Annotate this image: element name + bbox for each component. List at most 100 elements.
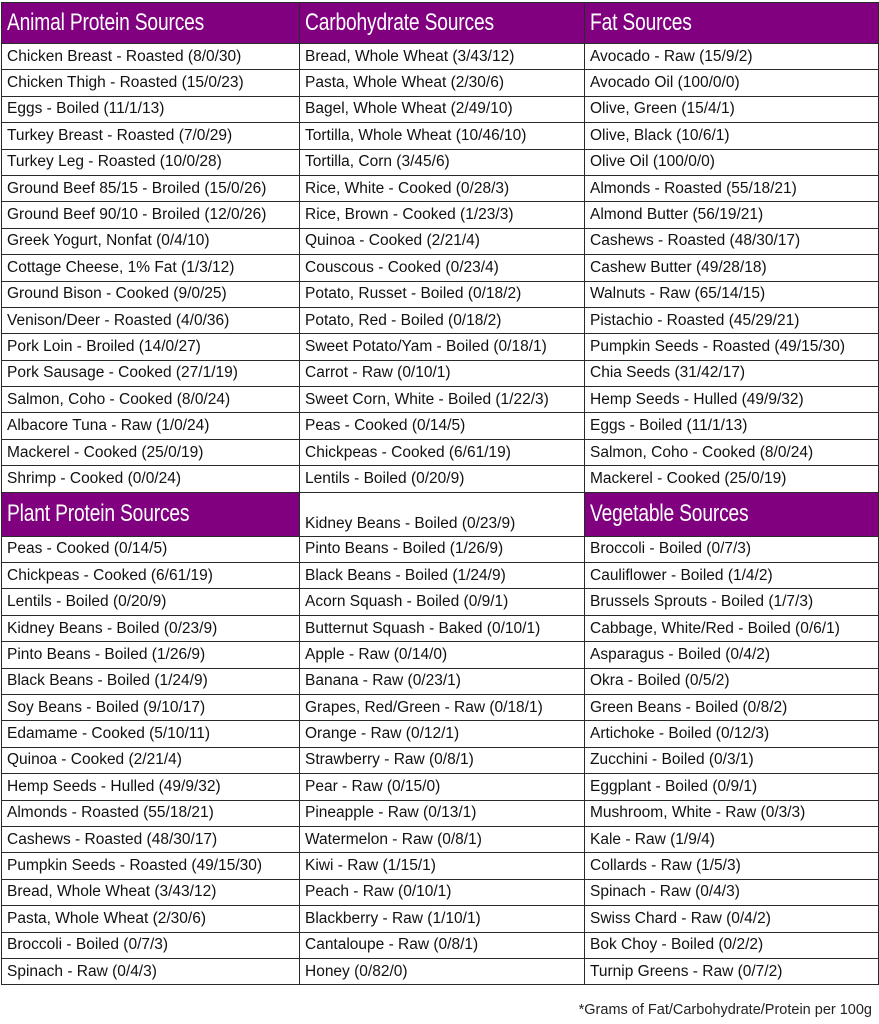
carbohydrate-food-item: Tortilla, Corn (3/45/6) bbox=[299, 148, 585, 176]
carbohydrate-food-item: Chickpeas - Cooked (6/61/19) bbox=[299, 438, 585, 467]
fat-food-item: Avocado Oil (100/0/0) bbox=[584, 69, 879, 97]
animal-protein-food-item: Albacore Tuna - Raw (1/0/24) bbox=[1, 412, 300, 440]
vegetable-food-item: Bok Choy - Boiled (0/2/2) bbox=[584, 931, 879, 959]
carbohydrate-food-item: Potato, Russet - Boiled (0/18/2) bbox=[299, 280, 585, 308]
plant-protein-food-item: Kidney Beans - Boiled (0/23/9) bbox=[1, 614, 300, 643]
table-row: Edamame - Cooked (5/10/11) Orange - Raw (… bbox=[1, 720, 879, 748]
fat-food-item: Walnuts - Raw (65/14/15) bbox=[584, 280, 879, 308]
vegetable-food-item: Mushroom, White - Raw (0/3/3) bbox=[584, 799, 879, 827]
vegetable-food-item: Turnip Greens - Raw (0/7/2) bbox=[584, 957, 879, 986]
animal-protein-food-item: Turkey Breast - Roasted (7/0/29) bbox=[1, 122, 300, 150]
table-row: Eggs - Boiled (11/1/13) Bagel, Whole Whea… bbox=[1, 95, 879, 124]
carbohydrate-food-item: Grapes, Red/Green - Raw (0/18/1) bbox=[299, 693, 585, 722]
animal-protein-food-item: Mackerel - Cooked (25/0/19) bbox=[1, 438, 300, 467]
carbohydrate-food-item: Rice, White - Cooked (0/28/3) bbox=[299, 174, 585, 203]
table-row: Kidney Beans - Boiled (0/23/9) Butternut … bbox=[1, 614, 879, 643]
plant-protein-food-item: Lentils - Boiled (0/20/9) bbox=[1, 588, 300, 616]
carbohydrate-food-item: Kiwi - Raw (1/15/1) bbox=[299, 852, 585, 880]
vegetable-food-item: Spinach - Raw (0/4/3) bbox=[584, 878, 879, 907]
fat-food-item: Chia Seeds (31/42/17) bbox=[584, 359, 879, 388]
table-row: Cashews - Roasted (48/30/17) Watermelon -… bbox=[1, 825, 879, 854]
plant-protein-food-item: Cashews - Roasted (48/30/17) bbox=[1, 825, 300, 854]
table-row: Turkey Breast - Roasted (7/0/29) Tortilla… bbox=[1, 122, 879, 150]
animal-protein-food-item: Shrimp - Cooked (0/0/24) bbox=[1, 465, 300, 493]
animal-protein-food-item: Ground Beef 85/15 - Broiled (15/0/26) bbox=[1, 174, 300, 203]
food-item: Kidney Beans - Boiled (0/23/9) bbox=[299, 491, 585, 537]
table-row: Quinoa - Cooked (2/21/4) Strawberry - Raw… bbox=[1, 746, 879, 775]
vegetable-food-item: Cabbage, White/Red - Boiled (0/6/1) bbox=[584, 614, 879, 643]
carbohydrate-food-item: Rice, Brown - Cooked (1/23/3) bbox=[299, 201, 585, 229]
table-row: Mackerel - Cooked (25/0/19) Chickpeas - C… bbox=[1, 438, 879, 467]
animal-protein-food-item: Eggs - Boiled (11/1/13) bbox=[1, 95, 300, 124]
plant-protein-food-item: Bread, Whole Wheat (3/43/12) bbox=[1, 878, 300, 907]
header-label: Fat Sources bbox=[590, 9, 692, 36]
header-label: Animal Protein Sources bbox=[7, 9, 205, 36]
table-row: Shrimp - Cooked (0/0/24) Lentils - Boiled… bbox=[1, 465, 879, 493]
table-row: Hemp Seeds - Hulled (49/9/32) Pear - Raw … bbox=[1, 773, 879, 801]
vegetable-food-item: Brussels Sprouts - Boiled (1/7/3) bbox=[584, 588, 879, 616]
table-row: Venison/Deer - Roasted (4/0/36) Potato, R… bbox=[1, 306, 879, 335]
carbohydrate-food-item: Peach - Raw (0/10/1) bbox=[299, 878, 585, 907]
header-label: Plant Protein Sources bbox=[7, 500, 190, 528]
table-row: Pasta, Whole Wheat (2/30/6) Blackberry - … bbox=[1, 905, 879, 933]
carbohydrate-food-item: Pasta, Whole Wheat (2/30/6) bbox=[299, 69, 585, 97]
table-row: Lentils - Boiled (0/20/9) Acorn Squash - … bbox=[1, 588, 879, 616]
fat-food-item: Salmon, Coho - Cooked (8/0/24) bbox=[584, 438, 879, 467]
animal-protein-food-item: Chicken Thigh - Roasted (15/0/23) bbox=[1, 69, 300, 97]
fat-food-item: Eggs - Boiled (11/1/13) bbox=[584, 412, 879, 440]
carbohydrate-food-item: Acorn Squash - Boiled (0/9/1) bbox=[299, 588, 585, 616]
plant-protein-food-item: Pinto Beans - Boiled (1/26/9) bbox=[1, 641, 300, 669]
plant-protein-food-item: Broccoli - Boiled (0/7/3) bbox=[1, 931, 300, 959]
carbohydrate-food-item: Sweet Corn, White - Boiled (1/22/3) bbox=[299, 386, 585, 414]
plant-protein-food-item: Quinoa - Cooked (2/21/4) bbox=[1, 746, 300, 775]
plant-protein-header: Plant Protein Sources bbox=[1, 491, 300, 537]
table-row: Pinto Beans - Boiled (1/26/9) Apple - Raw… bbox=[1, 641, 879, 669]
carbohydrate-food-item: Lentils - Boiled (0/20/9) bbox=[299, 465, 585, 493]
table-row: Salmon, Coho - Cooked (8/0/24) Sweet Corn… bbox=[1, 386, 879, 414]
carbohydrate-food-item: Strawberry - Raw (0/8/1) bbox=[299, 746, 585, 775]
table-row: Ground Beef 85/15 - Broiled (15/0/26) Ric… bbox=[1, 174, 879, 203]
food-sources-table: Animal Protein Sources Carbohydrate Sourc… bbox=[1, 2, 879, 986]
plant-protein-food-item: Soy Beans - Boiled (9/10/17) bbox=[1, 693, 300, 722]
carbohydrate-food-item: Bread, Whole Wheat (3/43/12) bbox=[299, 42, 585, 71]
table-row: Spinach - Raw (0/4/3) Honey (0/82/0) Turni… bbox=[1, 957, 879, 986]
vegetable-food-item: Cauliflower - Boiled (1/4/2) bbox=[584, 562, 879, 590]
header-label: Carbohydrate Sources bbox=[305, 9, 494, 36]
plant-protein-food-item: Hemp Seeds - Hulled (49/9/32) bbox=[1, 773, 300, 801]
fat-food-item: Almonds - Roasted (55/18/21) bbox=[584, 174, 879, 203]
table-row: Pork Loin - Broiled (14/0/27) Sweet Potat… bbox=[1, 333, 879, 361]
fat-food-item: Pumpkin Seeds - Roasted (49/15/30) bbox=[584, 333, 879, 361]
table-row: Turkey Leg - Roasted (10/0/28) Tortilla, … bbox=[1, 148, 879, 176]
fat-food-item: Hemp Seeds - Hulled (49/9/32) bbox=[584, 386, 879, 414]
carbohydrate-food-item: Watermelon - Raw (0/8/1) bbox=[299, 825, 585, 854]
vegetable-food-item: Kale - Raw (1/9/4) bbox=[584, 825, 879, 854]
vegetable-food-item: Okra - Boiled (0/5/2) bbox=[584, 667, 879, 695]
carbohydrate-food-item: Tortilla, Whole Wheat (10/46/10) bbox=[299, 122, 585, 150]
vegetable-food-item: Swiss Chard - Raw (0/4/2) bbox=[584, 905, 879, 933]
carbohydrate-food-item: Potato, Red - Boiled (0/18/2) bbox=[299, 306, 585, 335]
animal-protein-food-item: Chicken Breast - Roasted (8/0/30) bbox=[1, 42, 300, 71]
carbohydrate-food-item: Peas - Cooked (0/14/5) bbox=[299, 412, 585, 440]
carbohydrate-food-item: Sweet Potato/Yam - Boiled (0/18/1) bbox=[299, 333, 585, 361]
animal-protein-food-item: Pork Sausage - Cooked (27/1/19) bbox=[1, 359, 300, 388]
carbohydrate-food-item: Butternut Squash - Baked (0/10/1) bbox=[299, 614, 585, 643]
table-row: Cottage Cheese, 1% Fat (1/3/12) Couscous … bbox=[1, 254, 879, 282]
fat-food-item: Olive, Black (10/6/1) bbox=[584, 122, 879, 150]
fat-header: Fat Sources bbox=[584, 2, 879, 44]
plant-protein-food-item: Pumpkin Seeds - Roasted (49/15/30) bbox=[1, 852, 300, 880]
vegetable-food-item: Asparagus - Boiled (0/4/2) bbox=[584, 641, 879, 669]
carbohydrate-food-item: Bagel, Whole Wheat (2/49/10) bbox=[299, 95, 585, 124]
table-row: Pumpkin Seeds - Roasted (49/15/30) Kiwi -… bbox=[1, 852, 879, 880]
footnote: *Grams of Fat/Carbohydrate/Protein per 1… bbox=[578, 1002, 872, 1018]
carbohydrate-food-item: Quinoa - Cooked (2/21/4) bbox=[299, 227, 585, 256]
vegetable-header: Vegetable Sources bbox=[584, 491, 879, 537]
animal-protein-food-item: Ground Bison - Cooked (9/0/25) bbox=[1, 280, 300, 308]
animal-protein-food-item: Salmon, Coho - Cooked (8/0/24) bbox=[1, 386, 300, 414]
vegetable-food-item: Zucchini - Boiled (0/3/1) bbox=[584, 746, 879, 775]
carbohydrate-food-item: Pineapple - Raw (0/13/1) bbox=[299, 799, 585, 827]
carbohydrate-food-item: Banana - Raw (0/23/1) bbox=[299, 667, 585, 695]
vegetable-food-item: Artichoke - Boiled (0/12/3) bbox=[584, 720, 879, 748]
carbohydrate-food-item: Pear - Raw (0/15/0) bbox=[299, 773, 585, 801]
plant-protein-food-item: Pasta, Whole Wheat (2/30/6) bbox=[1, 905, 300, 933]
fat-food-item: Cashew Butter (49/28/18) bbox=[584, 254, 879, 282]
